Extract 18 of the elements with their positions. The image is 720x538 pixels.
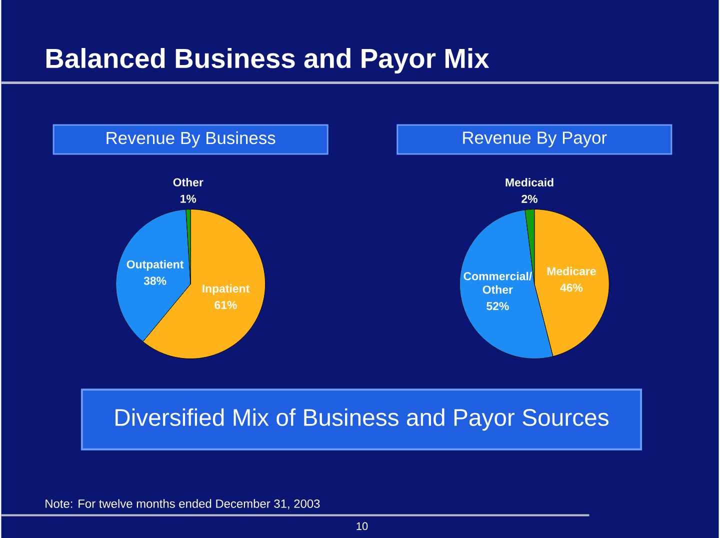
- text: Diversified Mix of Business and Payor Sources: [116, 408, 608, 431]
- slice-label: Outpatient: [126, 260, 184, 271]
- text: Note: For twelve months ended December 31, 2003: [46, 499, 320, 510]
- data-label: 52%: [486, 302, 509, 310]
- data-label: 2%: [522, 194, 538, 203]
- data-label: 46%: [560, 284, 583, 292]
- text: 10: [356, 522, 368, 530]
- slice-label: Inpatient: [202, 284, 250, 295]
- slice-label: Medicare: [547, 266, 596, 276]
- chart-title: Revenue By Payor: [463, 132, 607, 148]
- text: Balanced Business and Payor Mix: [46, 48, 490, 74]
- slice-label: Other: [173, 178, 204, 186]
- chart-title: Revenue By Business: [106, 131, 276, 148]
- data-label: 38%: [144, 276, 166, 285]
- slice-label: Medicaid: [506, 178, 554, 186]
- data-label: 1%: [180, 194, 196, 203]
- slice-label: Commercial/ Other: [464, 272, 532, 294]
- data-label: 61%: [214, 300, 237, 310]
